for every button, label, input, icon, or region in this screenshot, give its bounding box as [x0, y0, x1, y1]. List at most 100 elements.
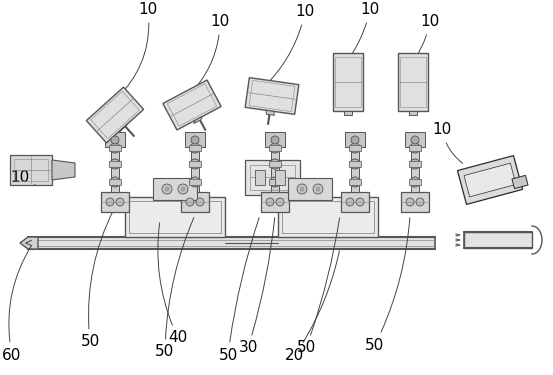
Bar	[105, 132, 125, 147]
Circle shape	[350, 143, 360, 153]
Bar	[349, 161, 361, 167]
Text: 20: 20	[285, 251, 340, 363]
Circle shape	[356, 198, 364, 206]
Bar	[269, 161, 281, 167]
Bar	[261, 192, 289, 212]
Bar	[265, 132, 285, 147]
Circle shape	[191, 136, 199, 144]
Polygon shape	[512, 176, 528, 189]
Bar	[269, 179, 281, 185]
Circle shape	[351, 136, 359, 144]
Circle shape	[190, 143, 200, 153]
Polygon shape	[52, 160, 75, 180]
Bar	[275, 170, 285, 185]
Bar	[411, 147, 419, 192]
Circle shape	[110, 159, 120, 169]
Text: 50: 50	[155, 217, 194, 360]
Text: 50: 50	[80, 210, 114, 350]
Polygon shape	[86, 87, 144, 143]
Circle shape	[190, 177, 200, 187]
Bar	[189, 161, 201, 167]
Polygon shape	[20, 237, 38, 249]
Text: 60: 60	[2, 245, 32, 363]
Text: 10: 10	[11, 171, 35, 186]
Circle shape	[406, 198, 414, 206]
Circle shape	[110, 143, 120, 153]
Circle shape	[410, 159, 420, 169]
Bar	[181, 192, 209, 212]
Text: 10: 10	[117, 3, 158, 98]
Bar	[409, 161, 421, 167]
Polygon shape	[457, 156, 523, 204]
Bar	[109, 179, 121, 185]
Circle shape	[411, 136, 419, 144]
Bar	[345, 132, 365, 147]
Bar	[349, 179, 361, 185]
Bar	[10, 155, 52, 185]
Circle shape	[300, 187, 304, 191]
Circle shape	[162, 184, 172, 194]
Text: 50: 50	[296, 218, 340, 356]
Circle shape	[270, 177, 280, 187]
Bar	[14, 159, 48, 181]
Polygon shape	[194, 116, 202, 124]
Bar	[401, 192, 429, 212]
Circle shape	[313, 184, 323, 194]
Polygon shape	[119, 123, 128, 132]
Text: 10: 10	[266, 4, 315, 85]
Bar	[255, 170, 265, 185]
Polygon shape	[245, 78, 299, 114]
Bar	[189, 145, 201, 151]
Polygon shape	[464, 163, 516, 197]
Circle shape	[106, 198, 114, 206]
Circle shape	[266, 198, 274, 206]
Text: 10: 10	[415, 15, 440, 60]
Polygon shape	[333, 53, 363, 111]
Polygon shape	[398, 53, 428, 111]
Bar	[288, 178, 332, 200]
Bar	[271, 147, 279, 192]
Circle shape	[297, 184, 307, 194]
Circle shape	[410, 177, 420, 187]
Polygon shape	[344, 111, 352, 115]
Bar	[464, 232, 532, 248]
Text: 10: 10	[432, 123, 463, 164]
Bar	[129, 201, 221, 233]
Bar	[351, 147, 359, 192]
Bar	[250, 165, 295, 190]
Circle shape	[316, 187, 320, 191]
Circle shape	[196, 198, 204, 206]
Bar	[405, 132, 425, 147]
Text: 50: 50	[366, 218, 410, 352]
Polygon shape	[409, 111, 417, 115]
Bar	[111, 147, 119, 192]
Bar	[341, 192, 369, 212]
Bar	[28, 237, 435, 249]
Bar	[153, 178, 197, 200]
Bar	[189, 179, 201, 185]
Bar	[245, 160, 300, 195]
Polygon shape	[163, 80, 221, 130]
Circle shape	[350, 177, 360, 187]
Bar	[409, 145, 421, 151]
Circle shape	[276, 198, 284, 206]
Circle shape	[116, 198, 124, 206]
Circle shape	[271, 136, 279, 144]
Circle shape	[186, 198, 194, 206]
Text: 30: 30	[238, 218, 275, 356]
Bar	[409, 179, 421, 185]
Circle shape	[178, 184, 188, 194]
Bar	[282, 201, 374, 233]
Bar	[109, 161, 121, 167]
Circle shape	[350, 159, 360, 169]
Text: 40: 40	[158, 223, 187, 345]
Bar	[349, 145, 361, 151]
Bar	[278, 197, 378, 237]
Bar	[101, 192, 129, 212]
Text: 50: 50	[218, 217, 259, 363]
Circle shape	[190, 159, 200, 169]
Bar	[191, 147, 199, 192]
Text: 10: 10	[190, 15, 229, 94]
Circle shape	[346, 198, 354, 206]
Circle shape	[110, 177, 120, 187]
